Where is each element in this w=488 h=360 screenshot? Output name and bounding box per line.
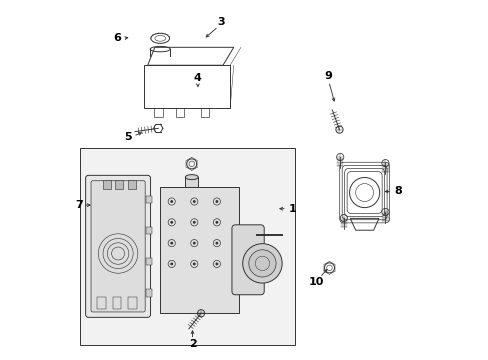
Text: 2: 2: [188, 339, 196, 349]
Circle shape: [349, 177, 379, 208]
Text: 5: 5: [124, 132, 131, 142]
Text: 4: 4: [194, 73, 202, 83]
Circle shape: [192, 242, 195, 244]
Circle shape: [215, 221, 218, 224]
Text: 1: 1: [288, 204, 296, 214]
Bar: [127, 297, 136, 309]
Bar: [102, 180, 110, 189]
Text: 6: 6: [113, 33, 121, 43]
Bar: [80, 148, 294, 345]
Circle shape: [170, 262, 173, 265]
Circle shape: [192, 200, 195, 203]
Bar: [185, 177, 198, 187]
Circle shape: [192, 221, 195, 224]
Bar: [175, 108, 184, 117]
Circle shape: [215, 242, 218, 244]
Ellipse shape: [185, 175, 198, 180]
Bar: [154, 108, 163, 117]
Text: 3: 3: [217, 17, 224, 27]
Circle shape: [242, 244, 282, 283]
Text: 8: 8: [394, 186, 402, 197]
Bar: [128, 180, 136, 189]
Circle shape: [170, 242, 173, 244]
FancyBboxPatch shape: [231, 225, 264, 295]
FancyBboxPatch shape: [91, 181, 145, 312]
Bar: [145, 258, 152, 265]
Circle shape: [248, 250, 276, 277]
Circle shape: [170, 200, 173, 203]
Bar: [112, 297, 121, 309]
Bar: [145, 196, 152, 203]
Circle shape: [170, 221, 173, 224]
FancyBboxPatch shape: [85, 175, 150, 318]
Bar: [115, 180, 123, 189]
Bar: [145, 227, 152, 234]
Bar: [97, 297, 106, 309]
Circle shape: [215, 200, 218, 203]
Bar: [160, 187, 239, 313]
Text: 9: 9: [324, 71, 332, 81]
Bar: [201, 108, 209, 117]
Text: 7: 7: [75, 200, 82, 210]
Circle shape: [192, 262, 195, 265]
Text: 10: 10: [308, 277, 323, 287]
Bar: [145, 289, 152, 297]
Circle shape: [215, 262, 218, 265]
